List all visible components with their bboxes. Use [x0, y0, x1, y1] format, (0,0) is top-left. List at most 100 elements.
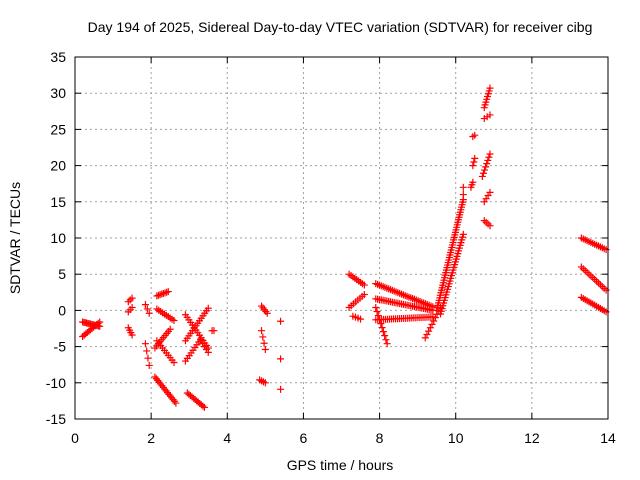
- data-point: [459, 230, 467, 238]
- data-point: [357, 315, 365, 323]
- y-tick-label: -15: [46, 411, 66, 427]
- data-point: [170, 359, 178, 367]
- data-point: [374, 312, 382, 320]
- data-point: [158, 290, 166, 298]
- data-point: [199, 402, 207, 410]
- data-point: [170, 317, 178, 325]
- data-point: [204, 304, 212, 312]
- data-point: [128, 294, 136, 302]
- data-point: [485, 153, 493, 161]
- x-axis-label: GPS time / hours: [287, 457, 394, 473]
- data-point: [164, 288, 172, 296]
- y-tick-label: -5: [54, 339, 67, 355]
- data-point: [145, 361, 153, 369]
- y-tick-label: 20: [50, 158, 66, 174]
- data-point: [263, 309, 271, 317]
- data-point: [471, 131, 479, 139]
- data-point: [259, 333, 267, 341]
- data-point: [431, 314, 439, 322]
- data-point: [486, 84, 494, 92]
- data-point: [486, 111, 494, 119]
- x-tick-label: 14: [600, 430, 616, 446]
- data-point: [428, 320, 436, 328]
- y-tick-label: 10: [50, 230, 66, 246]
- x-tick-label: 10: [448, 430, 464, 446]
- data-point: [426, 324, 434, 332]
- data-point: [204, 348, 212, 356]
- data-point: [381, 332, 389, 340]
- data-point: [372, 304, 380, 312]
- data-point: [470, 158, 478, 166]
- data-point: [277, 317, 285, 325]
- data-point: [423, 331, 431, 339]
- data-point: [277, 355, 285, 363]
- data-point: [261, 379, 269, 387]
- data-point: [141, 301, 149, 309]
- data-point: [96, 318, 104, 326]
- data-point: [376, 316, 384, 324]
- data-point: [425, 327, 433, 335]
- data-point: [486, 150, 494, 158]
- data-point: [459, 183, 467, 191]
- x-tick-label: 6: [300, 430, 308, 446]
- data-point: [471, 154, 479, 162]
- data-point: [486, 222, 494, 230]
- chart-title: Day 194 of 2025, Sidereal Day-to-day VTE…: [88, 19, 593, 35]
- y-tick-label: 35: [50, 49, 66, 65]
- y-tick-label: 30: [50, 85, 66, 101]
- data-point: [378, 324, 386, 332]
- data-point: [379, 328, 387, 336]
- data-point: [94, 319, 102, 327]
- data-point: [377, 320, 385, 328]
- data-point: [478, 172, 486, 180]
- data-point: [166, 325, 174, 333]
- data-point: [144, 354, 152, 362]
- data-point: [459, 191, 467, 199]
- x-tick-label: 8: [376, 430, 384, 446]
- data-point: [153, 292, 161, 300]
- data-point: [482, 163, 490, 171]
- data-point: [360, 290, 368, 298]
- data-point: [258, 327, 266, 335]
- data-point: [141, 340, 149, 348]
- data-point: [156, 291, 164, 299]
- x-tick-label: 4: [223, 430, 231, 446]
- x-tick-label: 0: [71, 430, 79, 446]
- data-point: [143, 347, 151, 355]
- data-point: [161, 289, 169, 297]
- data-point: [128, 331, 136, 339]
- x-tick-label: 2: [147, 430, 155, 446]
- data-point: [382, 336, 390, 344]
- data-point: [261, 345, 269, 353]
- data-point: [373, 308, 381, 316]
- y-tick-label: -10: [46, 375, 66, 391]
- y-axis-label: SDTVAR / TECUs: [7, 182, 23, 294]
- data-point: [172, 399, 180, 407]
- data-point: [479, 169, 487, 177]
- data-point: [483, 160, 491, 168]
- plot-frame: [74, 56, 609, 420]
- data-point: [145, 309, 153, 317]
- data-point: [154, 291, 162, 299]
- data-point: [481, 166, 489, 174]
- data-point: [383, 340, 391, 348]
- data-point: [486, 188, 494, 196]
- data-point: [260, 339, 268, 347]
- data-point: [469, 162, 477, 170]
- data-point: [484, 156, 492, 164]
- y-tick-label: 15: [50, 194, 66, 210]
- y-tick-label: 0: [58, 302, 66, 318]
- data-point: [128, 304, 136, 312]
- data-point: [430, 317, 438, 325]
- y-tick-label: 25: [50, 121, 66, 137]
- data-point: [277, 385, 285, 393]
- data-point: [469, 178, 477, 186]
- data-points: [79, 84, 610, 411]
- data-point: [200, 403, 208, 411]
- data-point: [163, 288, 171, 296]
- data-point: [360, 281, 368, 289]
- ticks: 0 2 4 6 8 10 12 14 -15 -10 -5 0 5 10 15 20 25 30 35: [46, 49, 616, 446]
- x-tick-label: 12: [524, 430, 540, 446]
